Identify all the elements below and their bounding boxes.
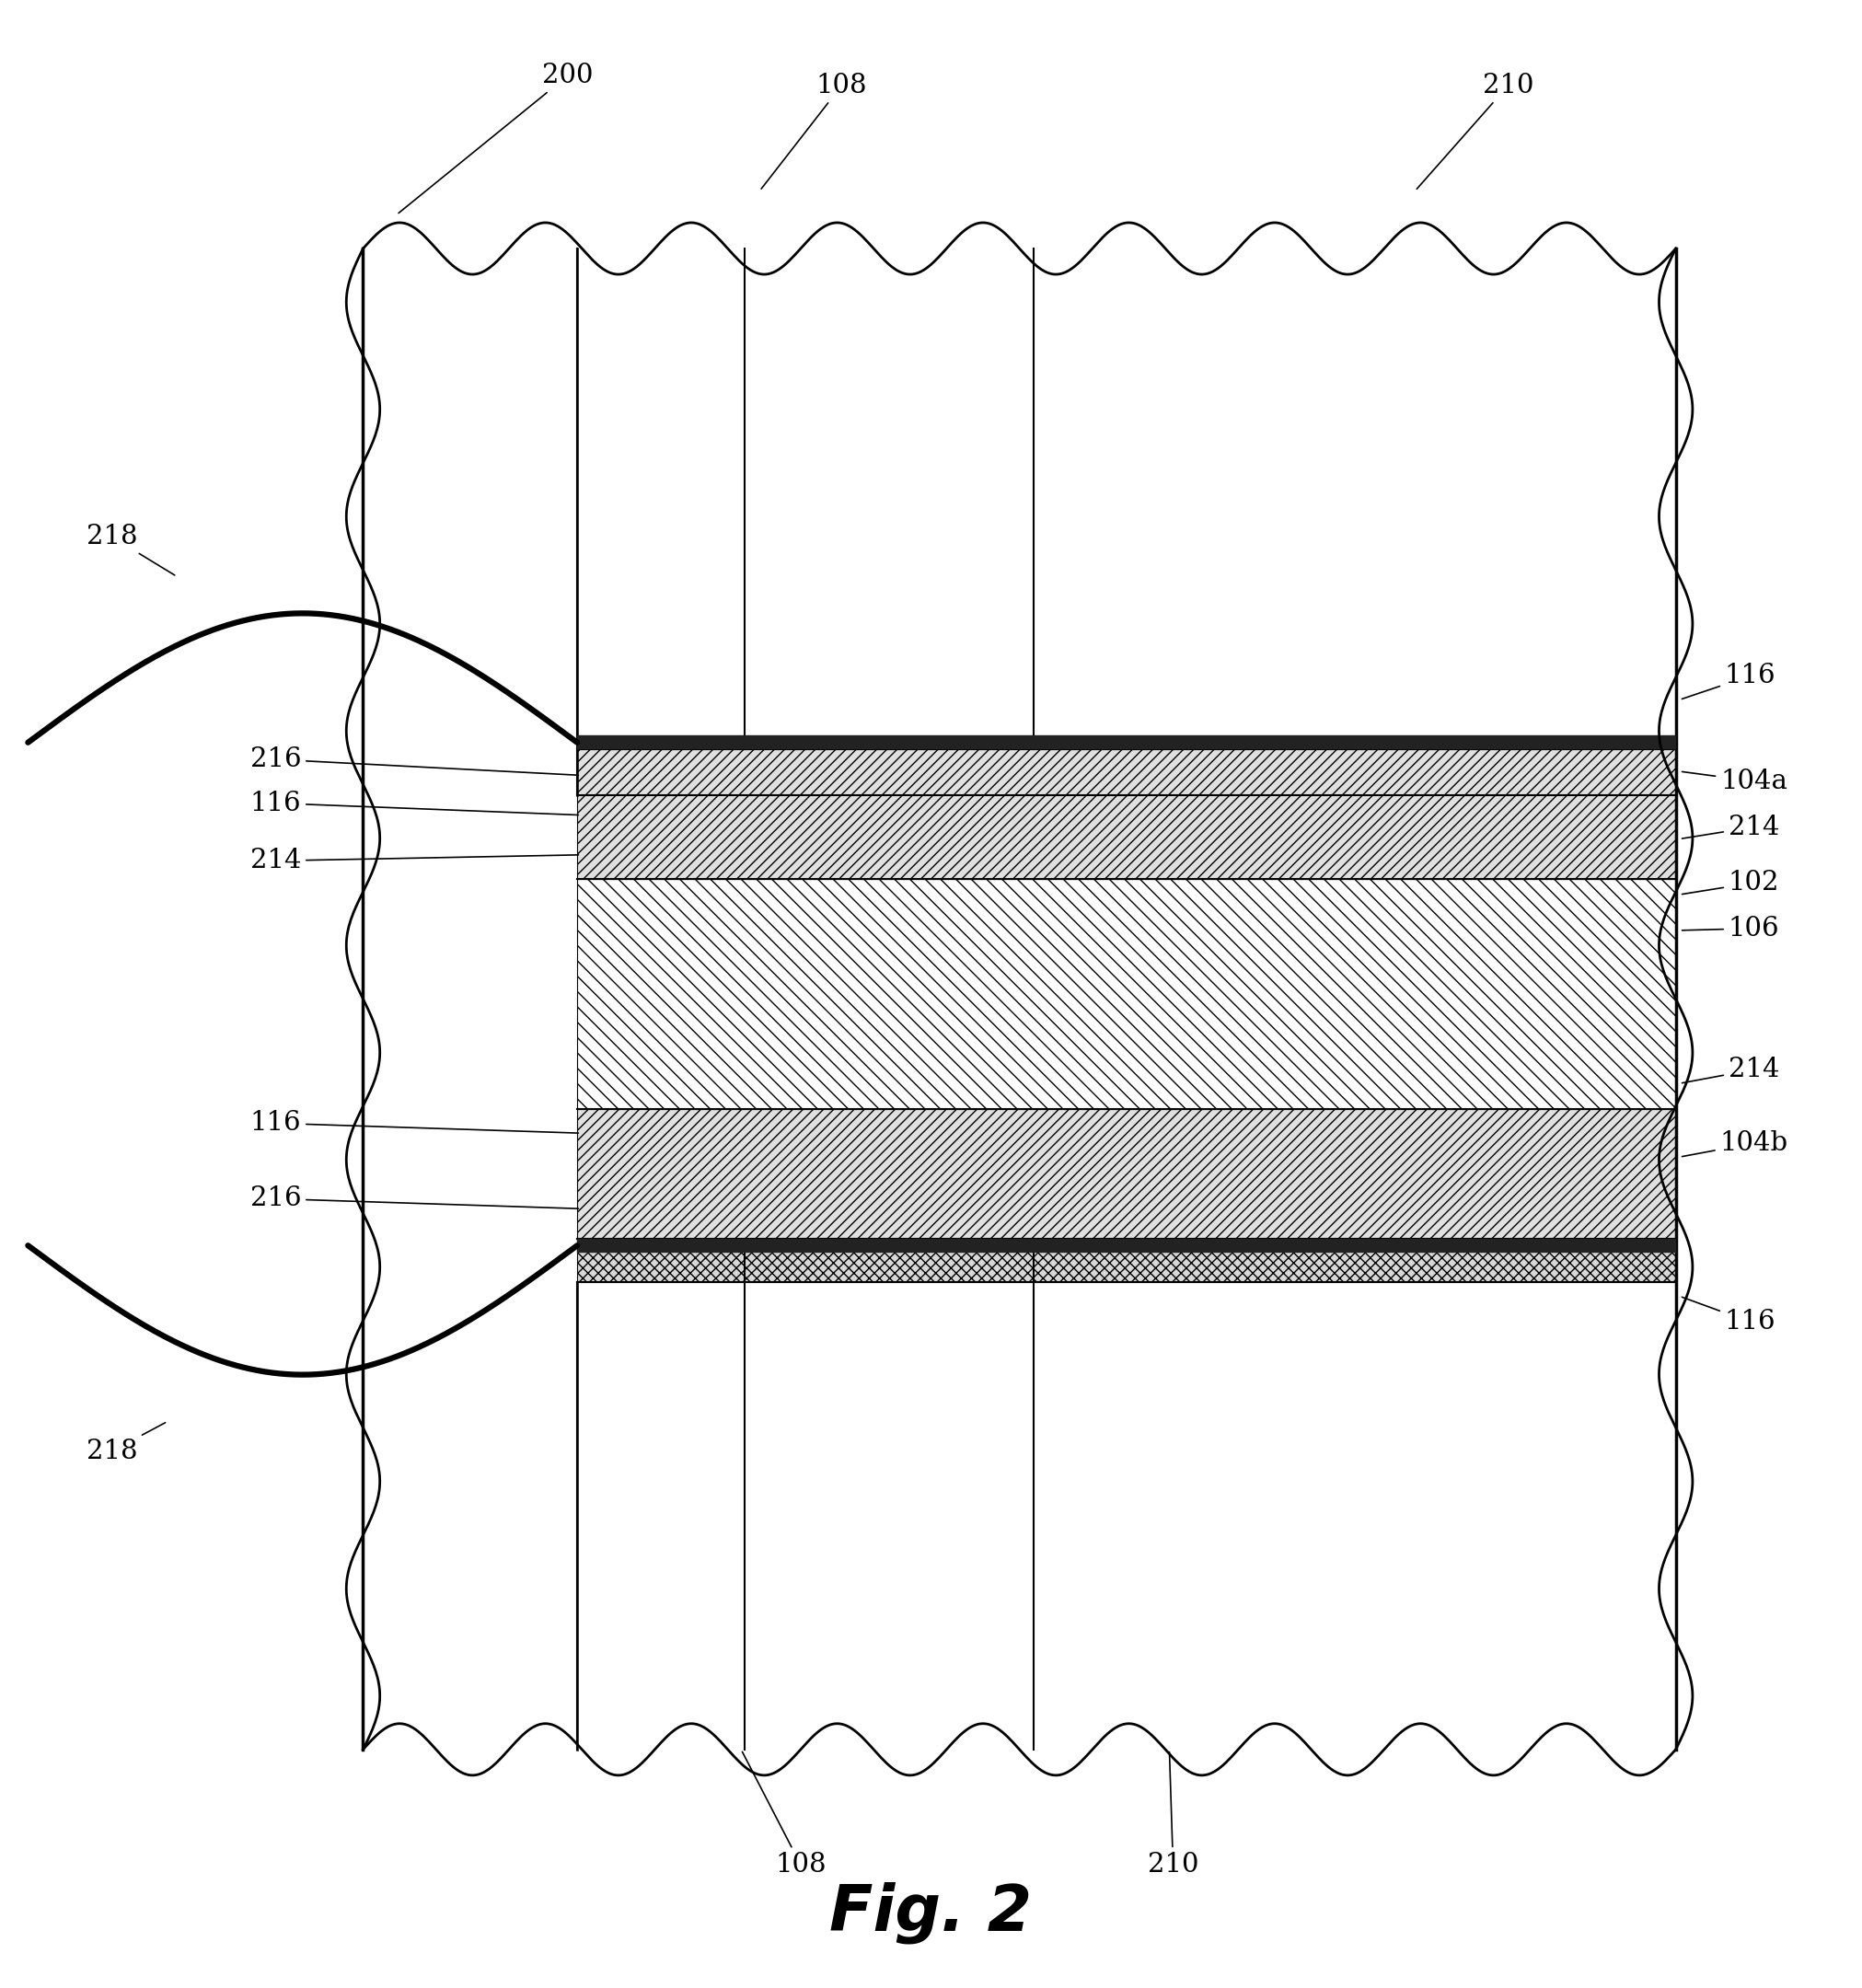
Text: 210: 210 bbox=[1147, 1751, 1199, 1877]
Bar bbox=[577, 749, 1676, 879]
Text: 116: 116 bbox=[1681, 664, 1776, 700]
Text: 116: 116 bbox=[1681, 1296, 1776, 1334]
Bar bbox=[577, 1239, 1676, 1282]
Text: 102: 102 bbox=[1681, 871, 1780, 895]
Text: 214: 214 bbox=[1681, 815, 1780, 839]
Text: 218: 218 bbox=[86, 1423, 166, 1463]
Text: 214: 214 bbox=[1681, 1058, 1780, 1083]
Bar bbox=[577, 248, 745, 795]
Bar bbox=[363, 248, 1676, 1749]
Text: 216: 216 bbox=[250, 747, 579, 775]
Bar bbox=[577, 749, 1676, 795]
Text: 214: 214 bbox=[250, 849, 579, 873]
Bar bbox=[577, 1282, 745, 1749]
Text: 106: 106 bbox=[1681, 916, 1780, 940]
Text: 104a: 104a bbox=[1681, 769, 1788, 793]
Bar bbox=[577, 879, 1676, 1109]
Bar bbox=[363, 248, 577, 1749]
Bar bbox=[745, 1282, 1033, 1749]
Bar bbox=[577, 736, 1676, 749]
Bar bbox=[1033, 1282, 1676, 1749]
Text: 200: 200 bbox=[398, 64, 594, 213]
Text: 116: 116 bbox=[250, 1111, 579, 1135]
Text: 218: 218 bbox=[86, 525, 175, 575]
Bar bbox=[745, 248, 1033, 795]
Text: 108: 108 bbox=[743, 1751, 827, 1877]
Text: 104b: 104b bbox=[1681, 1131, 1788, 1157]
Bar bbox=[577, 1239, 1676, 1252]
Text: 216: 216 bbox=[250, 1187, 579, 1211]
Text: 210: 210 bbox=[1417, 74, 1534, 189]
Bar bbox=[1033, 248, 1676, 795]
Text: 108: 108 bbox=[762, 74, 868, 189]
Text: 116: 116 bbox=[250, 791, 579, 815]
Bar bbox=[577, 1109, 1676, 1239]
Text: Fig. 2: Fig. 2 bbox=[830, 1881, 1032, 1944]
